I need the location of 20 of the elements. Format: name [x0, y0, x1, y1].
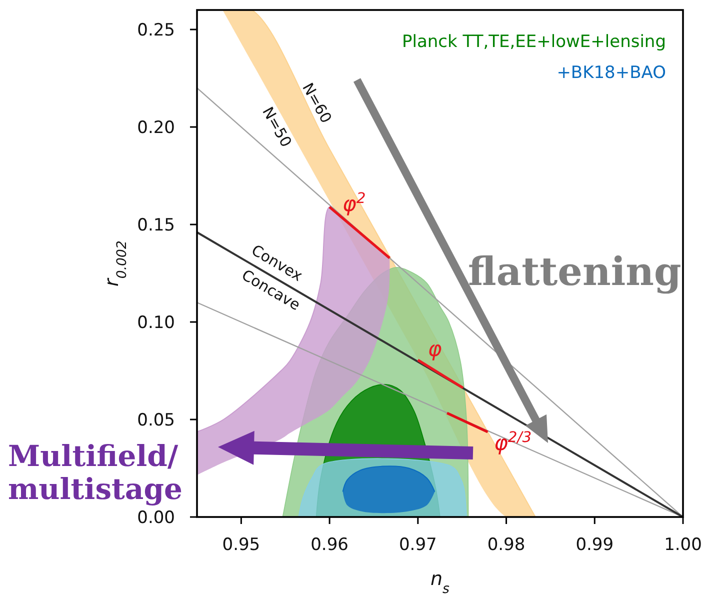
series-label: φ	[428, 337, 442, 362]
text: Planck TT,TE,EE+lowE+lensing	[402, 32, 666, 52]
series-label: φ$^{2/3}$	[494, 428, 532, 456]
x-tick-label: 0.99	[576, 535, 614, 555]
y-tick-label: 0.15	[137, 216, 175, 236]
x-tick-label: 1.00	[664, 535, 702, 555]
x-tick-label: 0.97	[398, 535, 437, 555]
y-tick-label: 0.00	[137, 508, 175, 528]
y-tick-label: 0.10	[137, 313, 175, 333]
text: Multifield/ multistage	[8, 439, 182, 506]
x-tick-label: 0.96	[310, 535, 348, 555]
text: +BK18+BAO	[556, 63, 666, 83]
x-axis-title: n$_{s}$	[430, 568, 450, 595]
y-tick-label: 0.20	[137, 118, 175, 138]
y-tick-label: 0.25	[137, 20, 175, 40]
y-tick-label: 0.05	[137, 410, 175, 430]
series-label: φ$^{2}$	[342, 189, 366, 216]
annotation: flattening	[468, 249, 682, 295]
x-tick-label: 0.98	[487, 535, 526, 555]
x-tick-label: 0.95	[222, 535, 260, 555]
